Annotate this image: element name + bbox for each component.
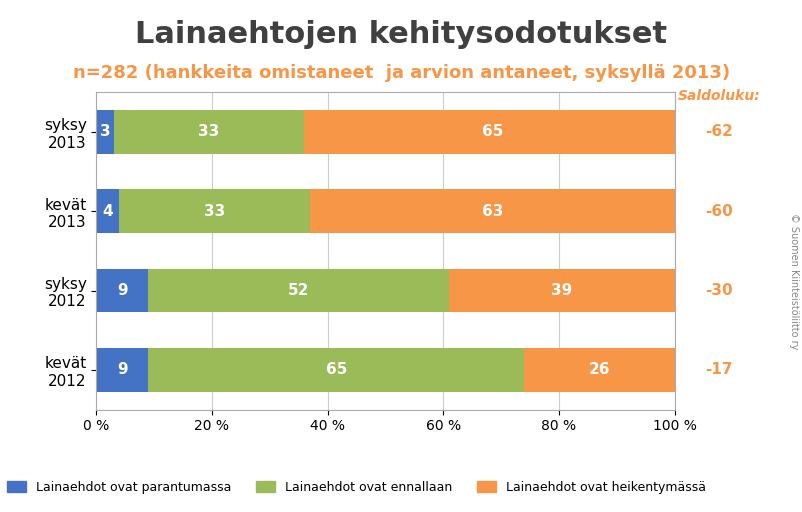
Text: 65: 65: [481, 124, 503, 139]
Text: Saldoluku:: Saldoluku:: [676, 89, 759, 103]
Bar: [114, 110, 304, 154]
Text: 65: 65: [325, 362, 346, 377]
Bar: [448, 269, 674, 312]
Text: -60: -60: [704, 204, 731, 219]
Text: -30: -30: [704, 283, 731, 298]
Text: 4: 4: [103, 204, 113, 219]
Text: 26: 26: [588, 362, 610, 377]
Bar: [96, 269, 148, 312]
Legend: Lainaehdot ovat parantumassa, Lainaehdot ovat ennallaan, Lainaehdot ovat heikent: Lainaehdot ovat parantumassa, Lainaehdot…: [2, 476, 710, 499]
Text: Lainaehtojen kehitysodotukset: Lainaehtojen kehitysodotukset: [136, 20, 666, 50]
Bar: [96, 348, 148, 392]
Text: 33: 33: [198, 124, 220, 139]
Bar: [524, 348, 674, 392]
Bar: [304, 110, 679, 154]
Bar: [148, 348, 524, 392]
Text: 9: 9: [117, 283, 128, 298]
Text: © Suomen Kiinteistöliitto ry: © Suomen Kiinteistöliitto ry: [788, 214, 798, 350]
Bar: [310, 189, 674, 233]
Text: n=282 (hankkeita omistaneet  ja arvion antaneet, syksyllä 2013): n=282 (hankkeita omistaneet ja arvion an…: [73, 64, 729, 82]
Bar: [148, 269, 448, 312]
Text: 63: 63: [481, 204, 503, 219]
Text: 39: 39: [550, 283, 572, 298]
Text: 9: 9: [117, 362, 128, 377]
Text: -17: -17: [704, 362, 731, 377]
Bar: [119, 189, 310, 233]
Text: 33: 33: [204, 204, 225, 219]
Bar: [96, 110, 114, 154]
Bar: [96, 189, 119, 233]
Text: 3: 3: [99, 124, 110, 139]
Text: 52: 52: [288, 283, 309, 298]
Text: -62: -62: [704, 124, 731, 139]
